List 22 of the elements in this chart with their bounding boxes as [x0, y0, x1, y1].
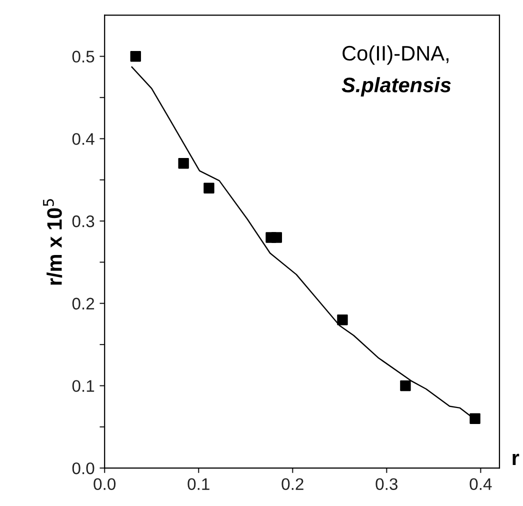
x-tick-label: 0.0: [94, 478, 116, 490]
y-tick-label: 0.2: [72, 298, 94, 310]
point: [271, 232, 282, 243]
point: [400, 380, 411, 392]
y-tick-label: 0.3: [72, 215, 94, 228]
x-axis-title: r: [512, 454, 520, 466]
point: [470, 413, 480, 424]
x-tick-label: 0.1: [188, 478, 210, 490]
y-axis-title: r/m x 10$^{5}$: [43, 199, 62, 285]
y-tick-label: 0.4: [72, 133, 94, 145]
y-tick-label: 0.1: [72, 380, 94, 392]
x-tick-label: 0.2: [282, 478, 304, 490]
x-tick-label: 0.3: [376, 478, 398, 490]
y-tick-label: 0.5: [72, 50, 94, 63]
x-tick-label: 0.4: [470, 478, 492, 490]
y-tick-label: 0.0: [72, 462, 94, 474]
point: [178, 158, 189, 169]
point: [204, 182, 214, 194]
point: [130, 50, 141, 62]
point: [337, 314, 348, 326]
annotation: Co(II)-DNA,: [342, 45, 448, 65]
annotation: S.platensis: [342, 77, 451, 96]
